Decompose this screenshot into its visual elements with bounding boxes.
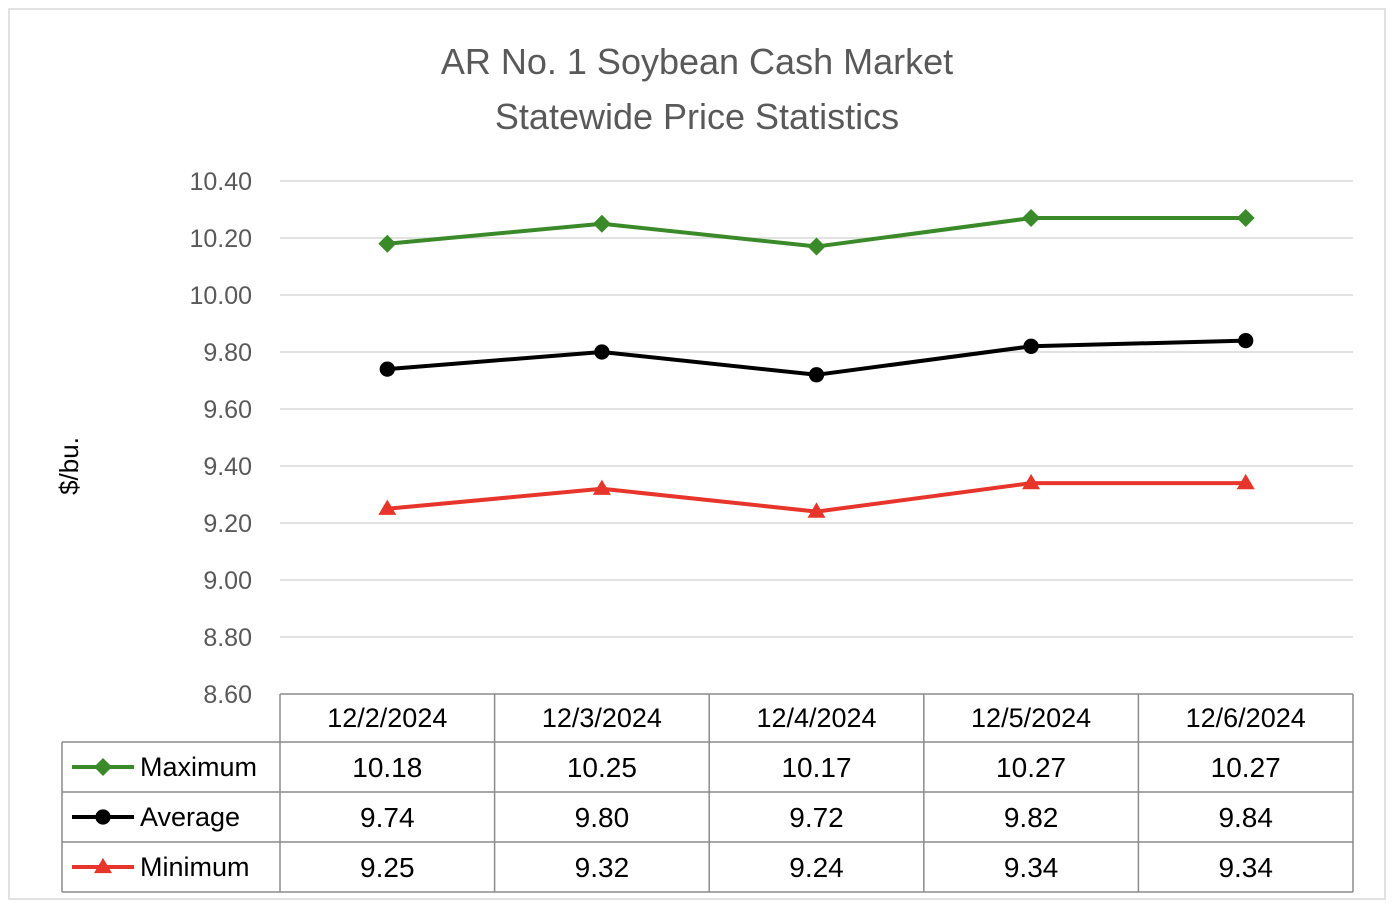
y-tick-label: 8.80 [203,624,252,652]
y-tick-label: 9.60 [203,396,252,424]
table-value: 9.25 [360,852,415,883]
data-point [379,361,395,377]
chart-subtitle: Statewide Price Statistics [495,96,899,137]
table-value: 9.72 [789,802,844,833]
data-point [594,344,610,360]
table-value: 10.27 [996,752,1066,783]
y-tick-label: 10.40 [189,168,252,196]
legend-key-marker [94,758,112,776]
data-point [1236,209,1255,228]
legend-label: Maximum [140,752,257,782]
data-point [592,479,611,495]
x-category-label: 12/2/2024 [327,703,447,733]
table-value: 9.34 [1218,852,1273,883]
y-tick-labels: 8.60 8.80 9.00 9.20 9.40 9.60 9.80 10.00 10.20 10… [189,168,252,709]
table-value: 9.24 [789,852,844,883]
table-value: 10.18 [352,752,422,783]
y-tick-label: 9.80 [203,339,252,367]
data-point [378,234,397,253]
y-tick-label: 9.40 [203,453,252,481]
data-point [1236,473,1255,490]
y-tick-label: 10.00 [189,282,252,310]
table-value: 9.32 [575,852,630,883]
data-point [1022,473,1041,490]
gridlines [280,180,1353,638]
y-tick-label: 9.20 [203,510,252,538]
series-average [379,332,1254,383]
y-axis-label: $/bu. [54,437,84,495]
series-lines [378,209,1255,518]
y-tick-label: 9.00 [203,567,252,595]
legend-key-marker [95,809,111,825]
chart-title: AR No. 1 Soybean Cash Market [441,41,953,82]
table-value: 9.82 [1004,802,1059,833]
y-tick-label: 10.20 [189,225,252,253]
data-point [592,214,611,233]
legend-key-marker [94,857,112,874]
table-value: 10.17 [781,752,851,783]
data-point [807,502,826,518]
legend-key-minimum [72,857,134,874]
series-minimum [378,473,1255,518]
table-value: 9.84 [1218,802,1273,833]
x-category-label: 12/3/2024 [542,703,662,733]
x-category-label: 12/4/2024 [756,703,876,733]
table-value: 9.34 [1004,852,1059,883]
legend-key-average [72,809,134,825]
y-tick-label: 8.60 [203,681,252,709]
chart-border [8,8,1386,900]
table-value: 9.74 [360,802,415,833]
x-category-label: 12/5/2024 [971,703,1091,733]
legend-label: Minimum [140,852,250,882]
data-point [808,367,825,383]
series-maximum [378,209,1255,256]
data-point [1022,209,1041,228]
data-point [378,499,397,515]
table-value: 10.27 [1211,752,1281,783]
table-value: 10.25 [567,752,637,783]
x-category-label: 12/6/2024 [1186,703,1306,733]
data-point [1023,338,1039,354]
table-value: 9.80 [575,802,630,833]
data-table: 12/2/2024 12/3/2024 12/4/2024 12/5/2024 12/6… [61,693,1354,893]
legend-key-maximum [72,758,134,776]
legend-label: Average [140,802,240,832]
data-point [1238,332,1254,349]
data-point [807,237,826,256]
